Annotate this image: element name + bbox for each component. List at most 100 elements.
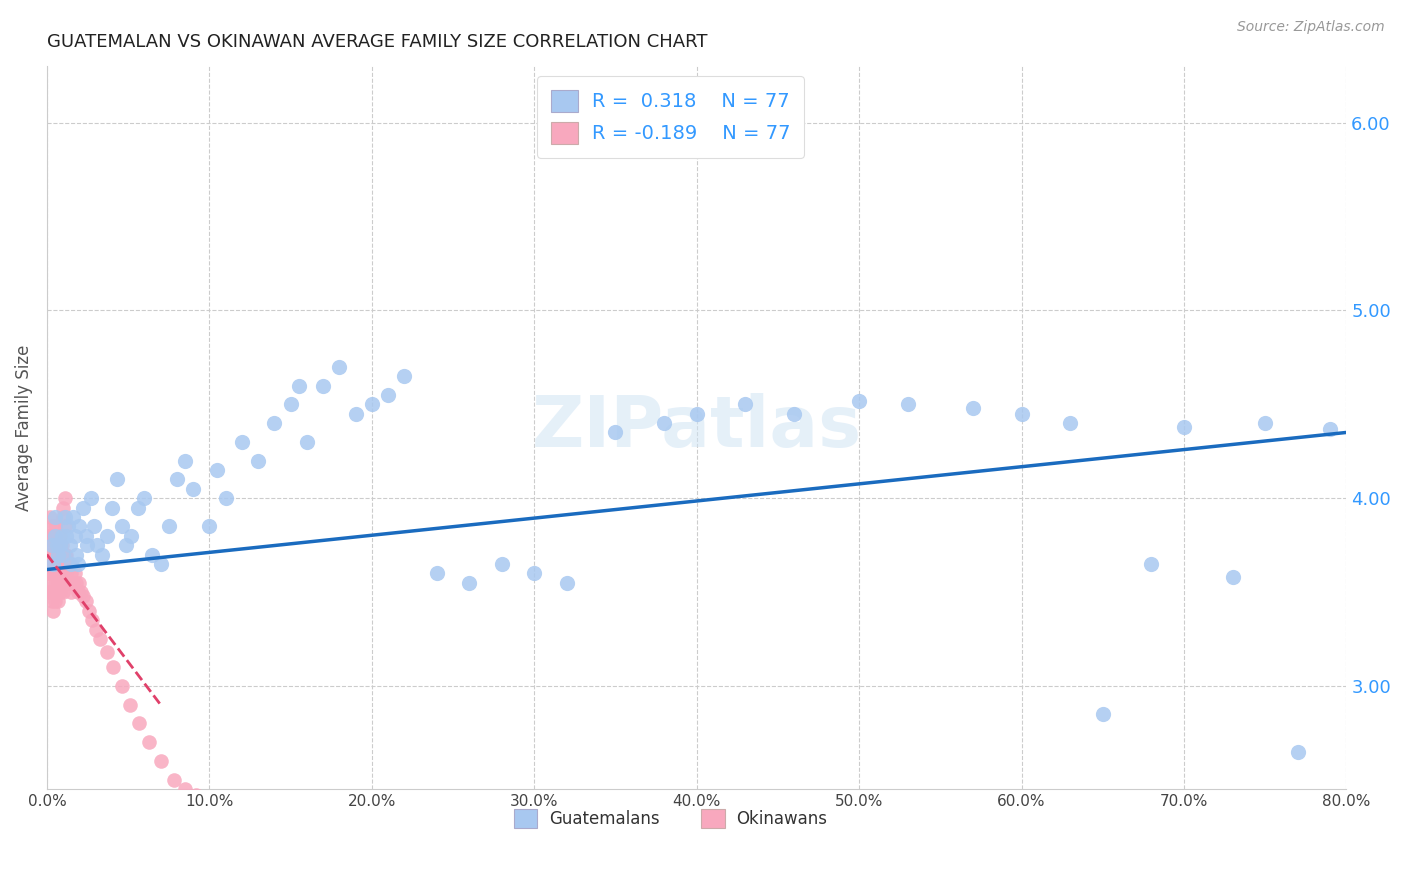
Point [42,557,65,571]
Point [44,575,66,590]
Point [38,548,60,562]
Point [53,491,76,505]
Point [1173,419,1195,434]
Point [55,566,77,581]
Point [56,557,79,571]
Point [66,557,89,571]
Point [377,388,399,402]
Point [328,359,350,374]
Point [1140,557,1163,571]
Point [52,548,75,562]
Point [56,575,79,590]
Point [44,510,66,524]
Point [115,538,138,552]
Point [162,772,184,787]
Point [52,585,75,599]
Point [41,575,63,590]
Point [96,645,118,659]
Text: GUATEMALAN VS OKINAWAN AVERAGE FAMILY SIZE CORRELATION CHART: GUATEMALAN VS OKINAWAN AVERAGE FAMILY SI… [46,33,707,51]
Point [312,378,335,392]
Point [128,716,150,731]
Point [46,594,69,608]
Point [605,425,627,440]
Point [52,510,75,524]
Point [59,557,82,571]
Point [89,632,111,646]
Legend: Guatemalans, Okinawans: Guatemalans, Okinawans [508,803,834,835]
Point [41,594,63,608]
Point [65,548,87,562]
Point [46,575,69,590]
Point [38,566,60,581]
Point [287,378,309,392]
Point [41,538,63,552]
Y-axis label: Average Family Size: Average Family Size [15,344,32,511]
Point [86,538,108,552]
Point [360,397,382,411]
Point [45,529,67,543]
Point [45,548,67,562]
Point [207,463,229,477]
Point [51,538,73,552]
Point [83,519,105,533]
Point [53,566,76,581]
Point [60,585,83,599]
Point [49,566,72,581]
Point [56,519,79,533]
Point [84,623,107,637]
Point [149,754,172,768]
Point [46,557,69,571]
Point [181,482,204,496]
Point [44,538,66,552]
Point [63,566,86,581]
Point [198,519,221,533]
Point [1254,416,1277,430]
Point [263,416,285,430]
Point [110,679,132,693]
Point [49,538,72,552]
Point [49,548,72,562]
Point [118,698,141,712]
Point [101,500,124,515]
Point [42,604,65,618]
Point [105,472,128,486]
Point [42,529,65,543]
Point [52,548,75,562]
Point [110,519,132,533]
Point [848,393,870,408]
Point [96,529,118,543]
Point [45,585,67,599]
Text: ZIPatlas: ZIPatlas [531,393,862,462]
Point [38,585,60,599]
Point [120,529,142,543]
Point [44,519,66,533]
Point [62,510,84,524]
Point [45,538,67,552]
Point [247,453,270,467]
Point [523,566,546,581]
Point [51,557,73,571]
Point [652,416,675,430]
Point [75,594,97,608]
Point [39,548,62,562]
Point [141,548,163,562]
Point [70,585,93,599]
Point [1091,707,1114,722]
Point [59,538,82,552]
Point [134,491,156,505]
Point [280,397,302,411]
Point [53,510,76,524]
Point [46,548,69,562]
Point [46,538,69,552]
Point [149,557,172,571]
Point [76,538,98,552]
Point [491,557,513,571]
Point [214,491,236,505]
Point [44,529,66,543]
Point [77,604,100,618]
Point [53,519,76,533]
Point [52,566,75,581]
Point [41,557,63,571]
Point [66,585,89,599]
Point [41,519,63,533]
